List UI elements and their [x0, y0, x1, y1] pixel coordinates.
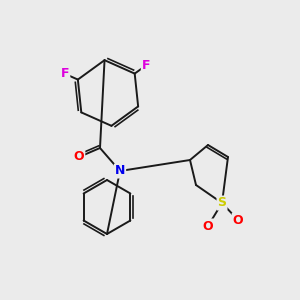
Text: S: S: [218, 196, 226, 209]
Text: O: O: [233, 214, 243, 226]
Text: O: O: [74, 151, 84, 164]
Text: F: F: [61, 68, 69, 80]
Text: O: O: [203, 220, 213, 232]
Text: N: N: [115, 164, 125, 178]
Text: F: F: [142, 59, 150, 72]
